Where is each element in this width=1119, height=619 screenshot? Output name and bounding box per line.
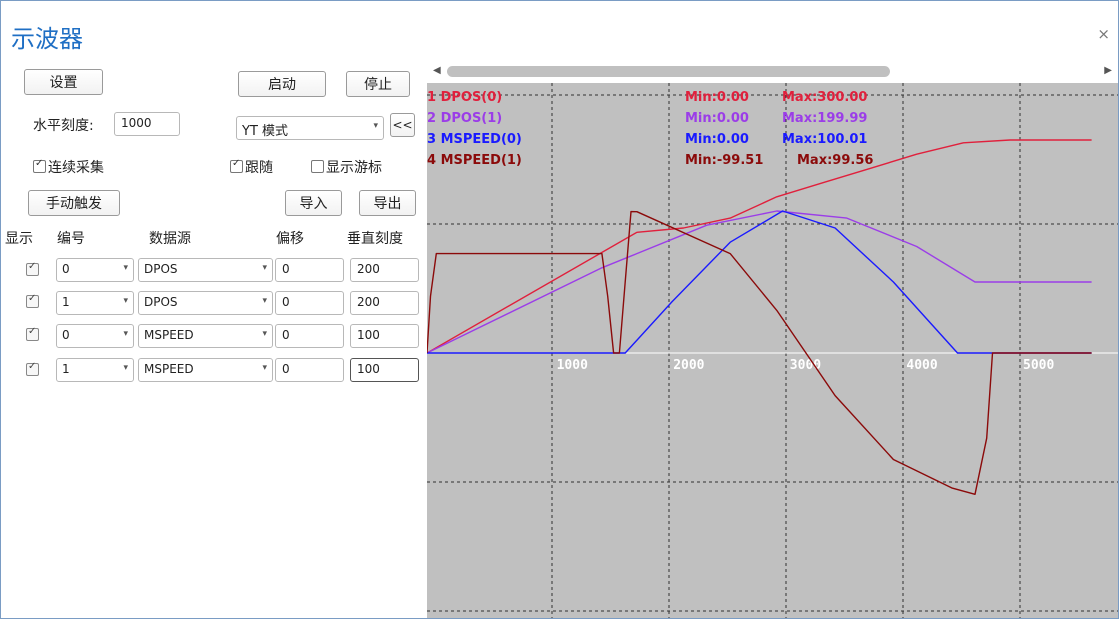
import-button[interactable]: 导入 [285, 190, 342, 216]
row-show-checkbox[interactable] [26, 361, 39, 376]
collapse-button[interactable]: << [390, 113, 415, 137]
x-tick-label: 4000 [906, 358, 937, 373]
window-title: 示波器 [11, 25, 83, 53]
checkbox-unchecked-icon [311, 160, 324, 173]
scrollbar-thumb[interactable] [447, 66, 890, 77]
start-button[interactable]: 启动 [238, 71, 326, 97]
legend-series-name: 1 DPOS(0) [427, 90, 502, 105]
row-offset-input[interactable]: 0 [275, 324, 344, 348]
legend-series-name: 4 MSPEED(1) [427, 153, 522, 168]
header-show: 显示 [5, 231, 33, 247]
x-tick-label: 1000 [557, 358, 588, 373]
follow-label: 跟随 [245, 160, 273, 176]
row-number-select[interactable]: 0 ▾ [56, 324, 134, 348]
legend-series-name: 3 MSPEED(0) [427, 132, 522, 147]
row-show-checkbox[interactable] [26, 326, 39, 341]
row-vscale-input[interactable]: 100 [350, 358, 419, 382]
row-offset-input[interactable]: 0 [275, 258, 344, 282]
show-cursor-label: 显示游标 [326, 160, 382, 176]
mode-select-value: YT 模式 [242, 124, 289, 139]
scroll-right-icon[interactable]: ▶ [1104, 65, 1112, 76]
header-vscale: 垂直刻度 [347, 231, 403, 247]
row-show-checkbox[interactable] [26, 293, 39, 308]
follow-checkbox[interactable]: 跟随 [230, 157, 273, 177]
row-source-select[interactable]: DPOS ▾ [138, 258, 273, 282]
chevron-down-icon: ▾ [123, 329, 128, 339]
horizontal-scale-input[interactable]: 1000 [114, 112, 180, 136]
stop-button[interactable]: 停止 [346, 71, 410, 97]
row-source-value: DPOS [144, 262, 178, 276]
row-offset-input[interactable]: 0 [275, 291, 344, 315]
mode-select[interactable]: YT 模式 ▾ [236, 116, 384, 140]
scroll-left-icon[interactable]: ◀ [433, 65, 441, 76]
checkbox-checked-icon [230, 158, 243, 173]
x-tick-label: 2000 [673, 358, 704, 373]
continuous-label: 连续采集 [48, 160, 104, 176]
series-line [427, 139, 1092, 354]
row-number-select[interactable]: 0 ▾ [56, 258, 134, 282]
checkbox-checked-icon [33, 158, 46, 173]
x-tick-label: 3000 [790, 358, 821, 373]
row-source-select[interactable]: DPOS ▾ [138, 291, 273, 315]
legend-max-label: Max:199.99 [782, 111, 867, 126]
row-vscale-input[interactable]: 100 [350, 324, 419, 348]
chevron-down-icon: ▾ [262, 263, 267, 273]
row-source-value: MSPEED [144, 362, 194, 376]
chevron-down-icon: ▾ [123, 363, 128, 373]
legend-series-name: 2 DPOS(1) [427, 111, 502, 126]
row-number-value: 0 [62, 262, 70, 276]
row-vscale-input[interactable]: 200 [350, 258, 419, 282]
row-number-select[interactable]: 1 ▾ [56, 291, 134, 315]
row-vscale-input[interactable]: 200 [350, 291, 419, 315]
export-button[interactable]: 导出 [359, 190, 416, 216]
legend-max-label: Max:99.56 [797, 153, 873, 168]
chevron-down-icon: ▾ [262, 296, 267, 306]
chevron-down-icon: ▾ [373, 121, 378, 131]
row-source-value: MSPEED [144, 328, 194, 342]
continuous-checkbox[interactable]: 连续采集 [33, 157, 104, 177]
row-number-value: 1 [62, 295, 70, 309]
row-show-checkbox[interactable] [26, 261, 39, 276]
row-source-value: DPOS [144, 295, 178, 309]
row-number-value: 0 [62, 328, 70, 342]
row-source-select[interactable]: MSPEED ▾ [138, 358, 273, 382]
row-number-select[interactable]: 1 ▾ [56, 358, 134, 382]
x-tick-label: 5000 [1023, 358, 1054, 373]
horizontal-scrollbar[interactable]: ◀ ▶ [427, 63, 1118, 81]
settings-button[interactable]: 设置 [24, 69, 103, 95]
header-source: 数据源 [149, 231, 191, 247]
legend-max-label: Max:300.00 [782, 90, 867, 105]
series-line [427, 210, 1092, 495]
chevron-down-icon: ▾ [123, 296, 128, 306]
legend-min-label: Min:0.00 [685, 132, 749, 147]
oscilloscope-plot: 1000 2000 3000 4000 5000 1 DPOS(0) Min:0.00 Max… [427, 83, 1118, 618]
close-icon[interactable]: × [1097, 25, 1110, 43]
row-offset-input[interactable]: 0 [275, 358, 344, 382]
legend-min-label: Min:0.00 [685, 90, 749, 105]
chevron-down-icon: ▾ [262, 363, 267, 373]
header-number: 编号 [57, 231, 85, 247]
plot-canvas: 1000 2000 3000 4000 5000 1 DPOS(0) Min:0.00 Max… [427, 83, 1118, 618]
row-source-select[interactable]: MSPEED ▾ [138, 324, 273, 348]
legend-max-label: Max:100.01 [782, 132, 867, 147]
legend-min-label: Min:0.00 [685, 111, 749, 126]
chevron-down-icon: ▾ [262, 329, 267, 339]
manual-trigger-button[interactable]: 手动触发 [28, 190, 120, 216]
horizontal-scale-label: 水平刻度: [33, 118, 94, 134]
show-cursor-checkbox[interactable]: 显示游标 [311, 157, 382, 177]
row-number-value: 1 [62, 362, 70, 376]
chevron-down-icon: ▾ [123, 263, 128, 273]
series-line [427, 210, 1092, 354]
legend-min-label: Min:-99.51 [685, 153, 763, 168]
header-offset: 偏移 [276, 231, 304, 247]
